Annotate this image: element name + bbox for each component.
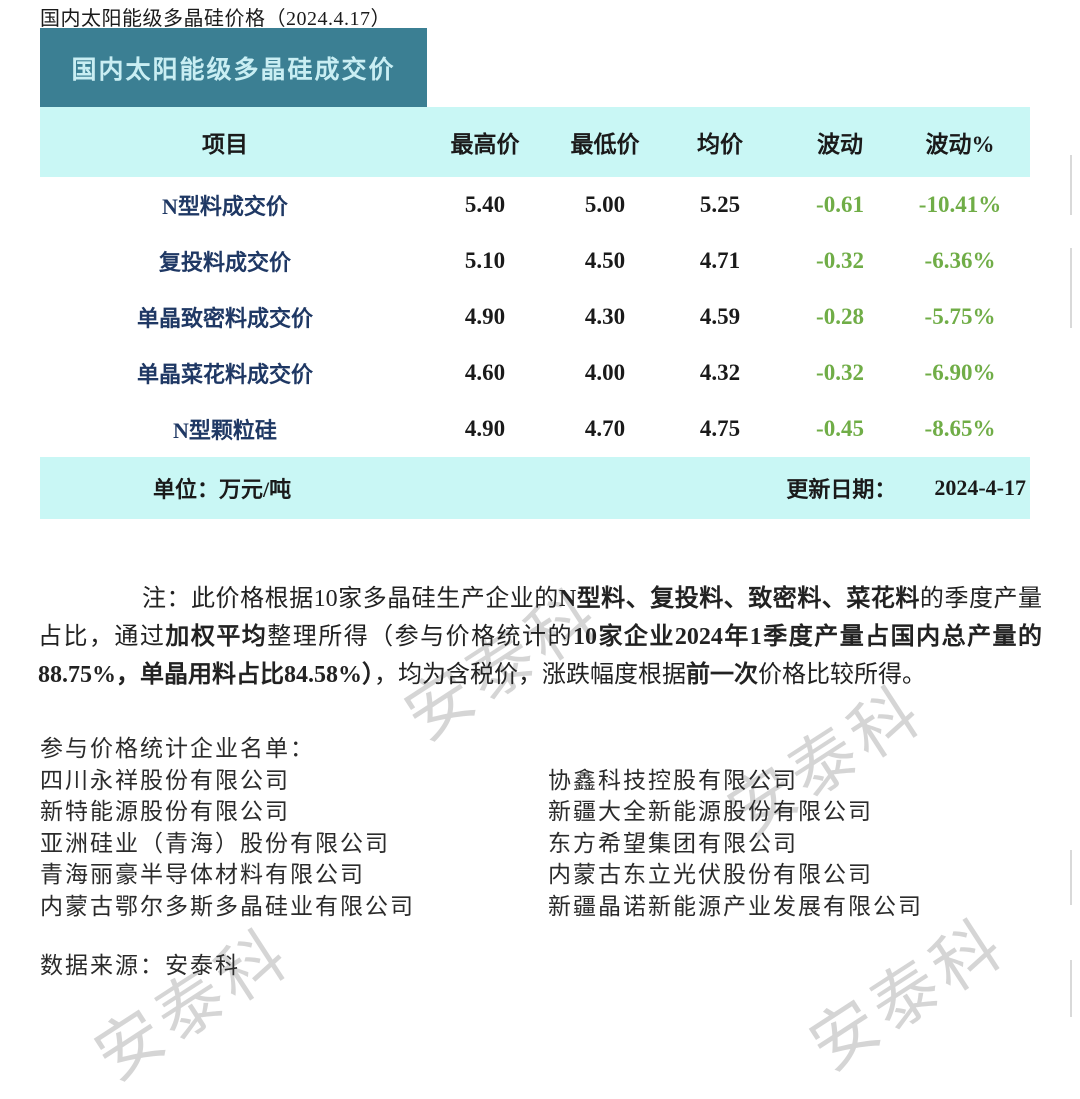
note-segment: 价格比较所得。 <box>758 662 926 688</box>
change-value: -0.32 <box>816 360 864 385</box>
watermark: 安泰科 <box>83 916 304 1095</box>
item-label: 复投料成交价 <box>158 250 291 275</box>
avg-value: 4.32 <box>699 360 741 385</box>
avg-value: 4.59 <box>699 304 741 329</box>
participants-left-list: 四川永祥股份有限公司 新特能源股份有限公司 亚洲硅业（青海）股份有限公司 青海丽… <box>40 765 548 923</box>
change-pct-value: -6.90% <box>924 360 996 385</box>
divider-dash <box>1070 155 1072 215</box>
note-segment: 的季度产量占比，通过 <box>38 586 1042 650</box>
note-segment: 10家企业2024年1季度产量占国内总产量的88.75%，单晶用料占比84.58… <box>38 624 1043 688</box>
company-name: 新特能源股份有限公司 <box>40 799 290 824</box>
change-pct-value: -8.65% <box>924 416 996 441</box>
item-label: N型料成交价 <box>162 194 288 219</box>
divider-dash <box>1070 248 1072 328</box>
table-header-row: 项目 最高价 最低价 均价 波动 波动% <box>40 107 1030 177</box>
change-pct-value: -10.41% <box>918 192 1002 217</box>
company-name: 四川永祥股份有限公司 <box>40 767 290 793</box>
table-title-banner: 国内太阳能级多晶硅成交价 <box>40 28 427 107</box>
high-value: 5.40 <box>464 192 506 217</box>
company-name: 新疆晶诺新能源产业发展有限公司 <box>548 893 923 919</box>
avg-value: 4.71 <box>699 248 741 273</box>
price-table: 国内太阳能级多晶硅成交价 项目 最高价 最低价 均价 波动 波动% N型料成交价… <box>40 28 1030 519</box>
update-date-value: 2024-4-17 <box>934 475 1026 500</box>
item-label: 单晶致密料成交价 <box>136 306 313 331</box>
note-segment: 加权平均 <box>165 624 268 650</box>
company-name: 新疆大全新能源股份有限公司 <box>548 799 873 824</box>
table-row: 单晶菜花料成交价 4.60 4.00 4.32 -0.32 -6.90% <box>40 345 1030 401</box>
high-value: 5.10 <box>464 248 506 273</box>
avg-value: 5.25 <box>699 192 741 217</box>
company-name: 协鑫科技控股有限公司 <box>548 767 798 793</box>
note-segment: 整理所得（参与价格统计的 <box>267 624 573 650</box>
header-cell-low: 最低价 <box>570 132 640 157</box>
low-value: 4.50 <box>584 248 626 273</box>
avg-value: 4.75 <box>699 416 741 441</box>
high-value: 4.90 <box>464 304 506 329</box>
company-name: 青海丽豪半导体材料有限公司 <box>40 862 365 887</box>
table-row: N型料成交价 5.40 5.00 5.25 -0.61 -10.41% <box>40 177 1030 233</box>
company-name: 亚洲硅业（青海）股份有限公司 <box>40 830 390 856</box>
high-value: 4.90 <box>464 416 506 441</box>
participants-section: 参与价格统计企业名单： 四川永祥股份有限公司 新特能源股份有限公司 亚洲硅业（青… <box>40 733 923 922</box>
note-segment: 注：此价格根据10家多晶硅生产企业的 <box>142 586 559 612</box>
note-segment: ，均为含税价，涨跌幅度根据 <box>374 662 686 688</box>
change-value: -0.45 <box>816 416 864 441</box>
item-label: 单晶菜花料成交价 <box>136 362 313 387</box>
header-cell-avg: 均价 <box>697 132 743 157</box>
participants-heading: 参与价格统计企业名单： <box>40 736 315 761</box>
company-name: 内蒙古东立光伏股份有限公司 <box>548 862 873 887</box>
low-value: 4.00 <box>584 360 626 385</box>
low-value: 5.00 <box>584 192 626 217</box>
page-title: 国内太阳能级多晶硅价格（2024.4.17） <box>40 8 391 30</box>
high-value: 4.60 <box>464 360 506 385</box>
change-pct-value: -6.36% <box>924 248 996 273</box>
header-cell-item: 项目 <box>202 132 248 157</box>
table-row: 复投料成交价 5.10 4.50 4.71 -0.32 -6.36% <box>40 233 1030 289</box>
change-value: -0.61 <box>816 192 864 217</box>
change-value: -0.28 <box>816 304 864 329</box>
header-cell-change: 波动 <box>817 132 863 157</box>
change-value: -0.32 <box>816 248 864 273</box>
note-paragraph: 注：此价格根据10家多晶硅生产企业的N型料、复投料、致密料、菜花料的季度产量占比… <box>38 580 1042 694</box>
table-row: 单晶致密料成交价 4.90 4.30 4.59 -0.28 -5.75% <box>40 289 1030 345</box>
note-segment: N型料、复投料、致密料、菜花料 <box>558 586 920 612</box>
source-line: 数据来源：安泰科 <box>40 953 240 978</box>
note-segment: 前一次 <box>686 662 758 688</box>
company-name: 东方希望集团有限公司 <box>548 830 798 856</box>
divider-dash <box>1070 850 1072 905</box>
low-value: 4.70 <box>584 416 626 441</box>
header-cell-change-pct: 波动% <box>925 132 995 157</box>
update-date-label: 更新日期： <box>786 477 897 502</box>
table-footer-row: 单位：万元/吨 更新日期： 2024-4-17 <box>40 457 1030 519</box>
low-value: 4.30 <box>584 304 626 329</box>
table-row: N型颗粒硅 4.90 4.70 4.75 -0.45 -8.65% <box>40 401 1030 457</box>
header-cell-high: 最高价 <box>450 132 520 157</box>
company-name: 内蒙古鄂尔多斯多晶硅业有限公司 <box>40 893 415 919</box>
participants-right-list: 协鑫科技控股有限公司 新疆大全新能源股份有限公司 东方希望集团有限公司 内蒙古东… <box>548 765 923 923</box>
unit-label: 单位：万元/吨 <box>153 477 292 502</box>
item-label: N型颗粒硅 <box>173 418 277 443</box>
change-pct-value: -5.75% <box>924 304 996 329</box>
divider-dash <box>1070 960 1072 1017</box>
